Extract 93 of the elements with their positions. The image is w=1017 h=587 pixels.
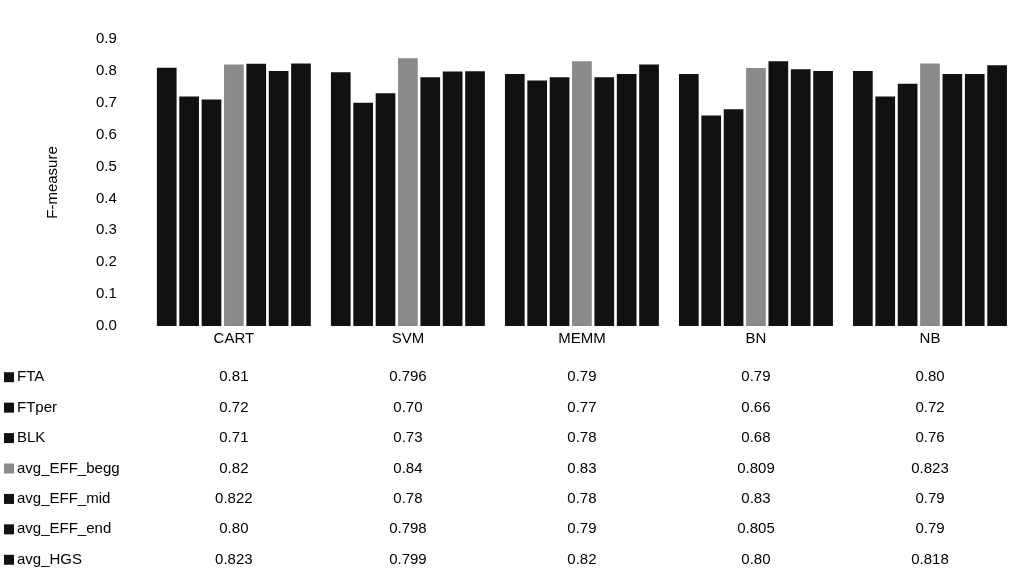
data-label: 0.84	[393, 458, 423, 476]
y-tick-label: 0.3	[95, 220, 117, 238]
bar	[291, 63, 311, 326]
data-label: 0.823	[911, 458, 949, 476]
y-tick-label: 0.7	[95, 92, 117, 110]
data-label: 0.70	[393, 397, 423, 415]
bar	[179, 96, 199, 326]
legend-label: avg_EFF_end	[17, 519, 112, 537]
bar	[398, 58, 418, 326]
data-label: 0.78	[393, 489, 423, 507]
data-label: 0.76	[915, 428, 945, 446]
bar	[987, 65, 1007, 326]
bar	[330, 72, 351, 326]
data-label: 0.80	[219, 519, 249, 537]
bar	[897, 83, 918, 326]
data-label: 0.79	[567, 367, 597, 385]
y-tick-label: 0.2	[95, 252, 117, 270]
y-tick-label: 0.5	[95, 156, 117, 174]
bar	[549, 77, 570, 326]
data-label: 0.71	[219, 428, 249, 446]
data-label: 0.66	[741, 397, 771, 415]
data-label: 0.77	[567, 397, 597, 415]
data-label: 0.79	[567, 519, 597, 537]
data-label: 0.79	[915, 489, 945, 507]
y-tick-label: 0.4	[95, 188, 117, 206]
bar	[790, 69, 811, 326]
data-label: 0.822	[215, 489, 253, 507]
x-tick-label: CART	[213, 329, 255, 347]
bar	[746, 68, 766, 326]
bar	[723, 109, 744, 326]
x-tick-label: MEMM	[558, 329, 606, 347]
legend-label: FTper	[17, 397, 58, 415]
y-tick-label: 0.6	[95, 124, 117, 142]
data-label: 0.68	[741, 428, 771, 446]
data-label: 0.78	[567, 428, 597, 446]
bar	[420, 77, 441, 326]
bar	[156, 67, 177, 326]
data-label: 0.80	[915, 367, 945, 385]
bar	[594, 77, 615, 326]
data-label: 0.79	[741, 367, 771, 385]
bar	[964, 74, 985, 326]
bar	[442, 71, 463, 326]
bar	[813, 70, 833, 326]
data-label: 0.818	[911, 549, 949, 567]
data-label: 0.799	[389, 549, 427, 567]
bar	[465, 71, 485, 326]
bar	[920, 63, 940, 326]
y-axis-title: F-measure	[43, 146, 61, 219]
bar	[768, 61, 789, 326]
bar	[853, 70, 873, 326]
y-tick-label: 0.0	[95, 316, 117, 334]
legend-label: avg_EFF_mid	[17, 489, 111, 507]
x-tick-label: BN	[745, 329, 767, 347]
bar	[572, 61, 592, 326]
bar	[942, 74, 963, 326]
legend-label: avg_HGS	[17, 549, 83, 567]
data-label: 0.80	[741, 549, 771, 567]
data-label: 0.805	[737, 519, 775, 537]
bar	[268, 70, 289, 326]
y-tick-label: 0.9	[95, 29, 117, 47]
bar	[639, 64, 659, 326]
bar	[246, 63, 267, 326]
y-tick-label: 0.1	[95, 284, 117, 302]
data-label: 0.83	[567, 458, 597, 476]
data-label: 0.72	[915, 397, 945, 415]
legend-label: avg_EFF_begg	[17, 458, 120, 476]
bar	[504, 74, 525, 326]
data-label: 0.83	[741, 489, 771, 507]
bar	[616, 74, 637, 326]
data-label: 0.72	[219, 397, 249, 415]
bar	[527, 80, 548, 326]
data-label: 0.81	[219, 367, 249, 385]
bar	[678, 74, 699, 326]
legend-label: BLK	[17, 428, 46, 446]
data-label: 0.798	[389, 519, 427, 537]
data-label: 0.796	[389, 367, 427, 385]
bar	[701, 115, 722, 326]
data-label: 0.78	[567, 489, 597, 507]
x-tick-label: NB	[919, 329, 941, 347]
data-label: 0.82	[219, 458, 249, 476]
data-label: 0.79	[915, 519, 945, 537]
bar	[224, 64, 244, 326]
legend-label: FTA	[17, 367, 45, 385]
bar	[875, 96, 896, 326]
data-label: 0.82	[567, 549, 597, 567]
data-label: 0.73	[393, 428, 423, 446]
bar	[375, 93, 396, 326]
y-tick-label: 0.8	[95, 61, 117, 79]
bar	[353, 102, 373, 326]
data-label: 0.809	[737, 458, 775, 476]
data-label: 0.823	[215, 549, 253, 567]
bar	[201, 99, 222, 326]
x-tick-label: SVM	[391, 329, 425, 347]
